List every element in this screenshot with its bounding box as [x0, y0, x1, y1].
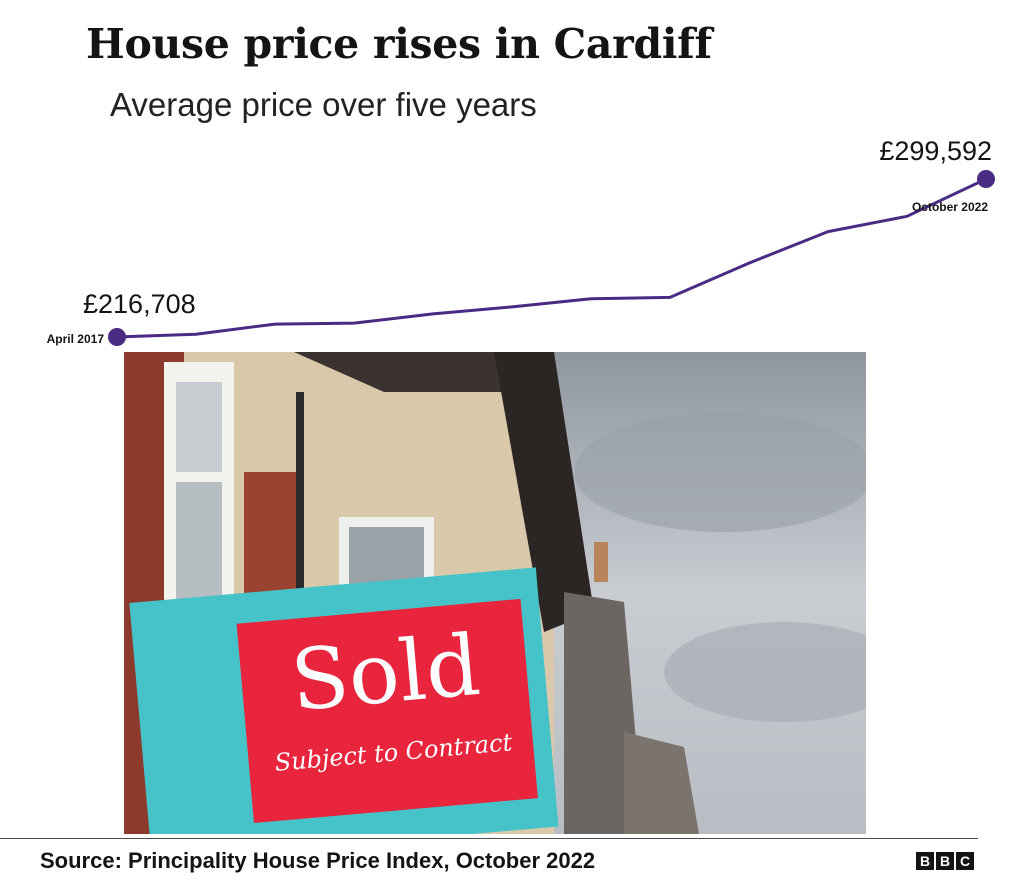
bbc-logo: B B C [916, 852, 974, 870]
bbc-logo-letter: B [936, 852, 954, 870]
source-note: Source: Principality House Price Index, … [40, 848, 596, 873]
end-date-label: October 2022 [912, 200, 988, 214]
sold-text: Sold [287, 615, 484, 730]
start-point-marker [108, 328, 126, 346]
sold-sign-photo: Sold Subject to Contract [124, 352, 866, 834]
bbc-logo-letter: C [956, 852, 974, 870]
subject-to-contract-text: Subject to Contract [273, 728, 514, 777]
sold-board: Sold Subject to Contract [236, 598, 538, 823]
bbc-logo-letter: B [916, 852, 934, 870]
start-date-label: April 2017 [47, 332, 105, 346]
price-line-chart: £216,708 April 2017 £299,592 October 2022 [47, 136, 995, 346]
start-value-label: £216,708 [83, 289, 196, 319]
chart-title: House price rises in Cardiff [86, 20, 712, 68]
for-sale-sign: Sold Subject to Contract [129, 567, 559, 834]
chart-subtitle: Average price over five years [110, 86, 537, 123]
footer-divider [0, 838, 978, 839]
price-series-line [116, 177, 987, 339]
end-value-label: £299,592 [879, 136, 992, 166]
end-point-marker [977, 170, 995, 188]
